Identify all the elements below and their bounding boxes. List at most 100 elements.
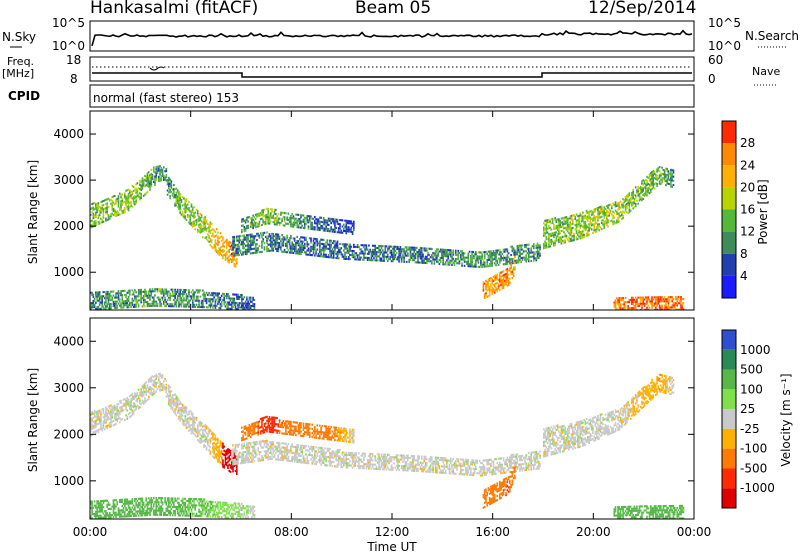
power-cell	[170, 288, 173, 291]
power-cell	[268, 218, 271, 221]
power-cell	[198, 305, 200, 309]
power-cell	[125, 304, 127, 307]
power-cell	[642, 179, 645, 182]
power-cell	[363, 256, 365, 259]
power-cell	[575, 232, 578, 235]
power-cell	[118, 300, 121, 303]
power-cell	[578, 216, 580, 220]
cpid-text: normal (fast stereo) 153	[93, 91, 239, 105]
power-cell	[600, 219, 603, 222]
power-cell	[326, 241, 329, 244]
velocity-cell	[137, 397, 140, 400]
power-cell	[641, 197, 643, 200]
power-cell	[189, 210, 192, 213]
power-cell	[424, 247, 427, 250]
power-cell	[303, 244, 306, 248]
power-cell	[162, 300, 165, 303]
power-cell	[166, 290, 169, 293]
power-cell	[524, 244, 526, 247]
power-cell	[485, 294, 487, 297]
power-cell	[472, 255, 475, 258]
power-cell	[500, 275, 502, 278]
power-cell	[648, 173, 651, 176]
power-cell	[495, 249, 497, 252]
power-cell	[198, 291, 200, 294]
velocity-cell	[171, 408, 174, 411]
power-cell	[500, 283, 502, 287]
power-cell	[512, 274, 515, 277]
power-cell	[493, 283, 496, 286]
power-cell	[159, 290, 161, 293]
power-cell	[493, 289, 496, 292]
power-cell	[278, 217, 281, 220]
velocity-cell	[107, 424, 110, 427]
power-cell	[213, 246, 215, 249]
power-cell	[96, 206, 98, 210]
power-cell	[327, 254, 330, 257]
power-cell	[110, 294, 112, 297]
power-cell	[558, 220, 560, 223]
power-cell	[631, 194, 633, 197]
power-cell	[252, 241, 254, 244]
power-cell	[112, 214, 115, 217]
power-cell	[487, 282, 490, 285]
power-cell	[622, 303, 624, 306]
power-cell	[137, 291, 140, 294]
power-cell	[330, 226, 332, 229]
power-cell	[121, 294, 124, 297]
power-cell	[312, 228, 315, 231]
velocity-cell	[217, 450, 219, 453]
power-cell	[464, 256, 467, 259]
power-cell	[647, 182, 650, 185]
power-cell	[651, 183, 653, 186]
power-cell	[490, 262, 492, 265]
power-cell	[117, 197, 120, 200]
velocity-cell	[155, 377, 158, 380]
power-cell	[676, 300, 679, 303]
power-cell	[108, 215, 111, 218]
power-cell	[111, 204, 114, 207]
velocity-cell	[188, 429, 190, 432]
power-cell	[175, 303, 178, 306]
power-cell	[536, 242, 539, 245]
power-cell	[512, 251, 515, 254]
power-cell	[181, 301, 184, 304]
power-cell	[237, 243, 239, 246]
power-cell	[302, 236, 305, 239]
power-cell	[235, 295, 238, 298]
power-cell	[140, 301, 142, 304]
velocity-cell	[93, 422, 96, 425]
power-cell	[113, 296, 116, 299]
power-cell	[579, 222, 582, 225]
power-cell	[342, 245, 345, 248]
power-cell	[174, 187, 176, 190]
power-cell	[274, 241, 277, 244]
power-cell	[97, 208, 100, 211]
power-cell	[102, 295, 105, 298]
velocity-cell	[105, 410, 107, 414]
velocity-cell	[184, 423, 187, 426]
power-cell	[558, 228, 560, 231]
power-cell	[658, 296, 661, 299]
power-cell	[173, 184, 175, 187]
velocity-cell	[201, 440, 204, 443]
velocity-cell	[96, 429, 98, 432]
power-cell	[160, 177, 163, 180]
power-cell	[201, 289, 204, 292]
power-cell	[399, 248, 402, 251]
power-cell	[634, 304, 637, 308]
power-cell	[327, 223, 330, 226]
power-cell	[573, 214, 575, 217]
velocity-cell	[91, 423, 93, 426]
power-cell	[140, 295, 142, 298]
power-cell	[310, 239, 312, 242]
power-cell	[123, 200, 126, 203]
velocity-cell	[134, 404, 136, 408]
velocity-cell	[131, 392, 134, 395]
power-cell	[160, 171, 163, 174]
power-cell	[493, 253, 496, 257]
power-colorbar-band	[722, 231, 736, 254]
power-cell	[140, 297, 142, 300]
power-cell	[212, 300, 214, 303]
power-cell	[229, 258, 232, 261]
